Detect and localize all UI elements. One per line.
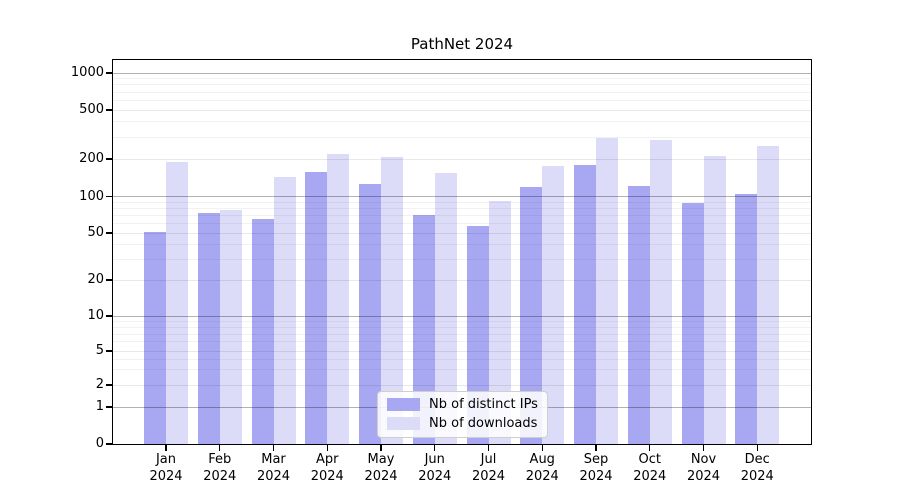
plot-area: Nb of distinct IPs Nb of downloads [112,59,812,445]
x-tick-label-jan: Jan 2024 [149,452,183,484]
bar-downloads-jun [434,173,457,444]
y-tick-label-50: 50 [87,225,104,240]
y-tick-mark-1000 [106,72,113,74]
x-tick-mark-jan [165,444,167,451]
bar-ips-feb [197,213,220,444]
x-tick-mark-sep [595,444,597,451]
bar-ips-sep [574,165,596,444]
bar-downloads-dec [757,146,780,444]
x-tick-label-jun: Jun 2024 [418,452,452,484]
y-tick-label-200: 200 [79,151,104,166]
bar-downloads-feb [219,210,242,444]
x-tick-mark-may [380,444,382,451]
legend-label-distinct-ips: Nb of distinct IPs [429,397,538,412]
y-tick-mark-10 [106,315,113,317]
bar-downloads-jul [488,200,511,444]
y-tick-mark-2 [106,384,113,386]
bar-downloads-may [381,156,403,444]
y-tick-label-0: 0 [95,436,104,451]
y-tick-label-1: 1 [95,399,104,414]
bar-downloads-jan [166,161,188,444]
x-tick-mark-jul [487,444,490,451]
bar-ips-may [359,183,381,444]
bar-ips-nov [681,203,704,444]
legend: Nb of distinct IPs Nb of downloads [377,391,548,438]
gridline-400 [113,121,811,123]
bar-ips-oct [627,185,650,444]
x-tick-label-aug: Aug 2024 [525,452,559,484]
x-tick-mark-oct [649,444,651,451]
y-tick-label-10: 10 [87,308,104,323]
y-tick-label-2: 2 [95,377,104,392]
x-tick-label-apr: Apr 2024 [310,452,344,484]
legend-swatch-downloads [387,417,420,430]
bar-downloads-mar [273,177,296,444]
y-tick-mark-50 [106,232,113,234]
chart-title: PathNet 2024 [410,35,514,53]
gridline-1000 [113,72,811,74]
bar-downloads-nov [703,155,726,444]
y-tick-label-20: 20 [87,272,104,287]
bar-ips-mar [251,219,274,444]
x-tick-label-dec: Dec 2024 [740,452,774,484]
y-tick-mark-1 [106,406,113,408]
y-tick-mark-500 [106,109,113,111]
x-tick-mark-nov [702,444,705,451]
y-tick-mark-5 [106,350,113,352]
x-tick-mark-apr [326,444,328,451]
x-tick-mark-aug [541,444,543,451]
y-tick-label-100: 100 [79,188,104,204]
y-tick-label-1000: 1000 [70,65,104,80]
gridline-700 [113,91,811,93]
x-tick-mark-feb [219,444,221,451]
gridline-600 [113,99,811,101]
x-tick-mark-jun [434,444,436,451]
x-tick-mark-dec [756,444,758,451]
bar-downloads-oct [649,139,672,444]
gridline-500 [113,109,811,111]
gridline-900 [113,78,811,80]
legend-item-downloads: Nb of downloads [387,416,538,431]
bar-downloads-sep [596,138,618,444]
y-tick-label-5: 5 [95,343,104,358]
bar-ips-jan [144,231,166,444]
x-tick-label-jul: Jul 2024 [471,452,506,484]
bar-ips-apr [305,172,328,444]
bar-ips-jun [412,215,435,444]
legend-label-downloads: Nb of downloads [429,416,538,431]
gridline-800 [113,84,811,86]
x-tick-label-sep: Sep 2024 [579,452,613,484]
x-tick-label-mar: Mar 2024 [256,452,291,484]
legend-item-distinct-ips: Nb of distinct IPs [387,397,538,412]
x-tick-label-oct: Oct 2024 [633,452,667,484]
bar-ips-aug [520,186,543,444]
y-tick-mark-100 [106,195,113,198]
gridline-300 [113,136,811,138]
legend-swatch-distinct-ips [387,398,420,411]
x-tick-label-feb: Feb 2024 [203,452,237,484]
y-tick-mark-200 [106,158,113,160]
x-tick-label-may: May 2024 [364,452,398,484]
y-tick-mark-0 [106,443,113,445]
x-tick-mark-mar [272,444,275,451]
bar-ips-dec [735,193,758,444]
bar-downloads-apr [327,153,350,444]
bar-downloads-aug [542,165,565,444]
x-tick-label-nov: Nov 2024 [686,452,721,484]
y-tick-mark-20 [106,279,113,281]
bar-ips-jul [466,226,489,444]
y-tick-label-500: 500 [79,102,104,117]
